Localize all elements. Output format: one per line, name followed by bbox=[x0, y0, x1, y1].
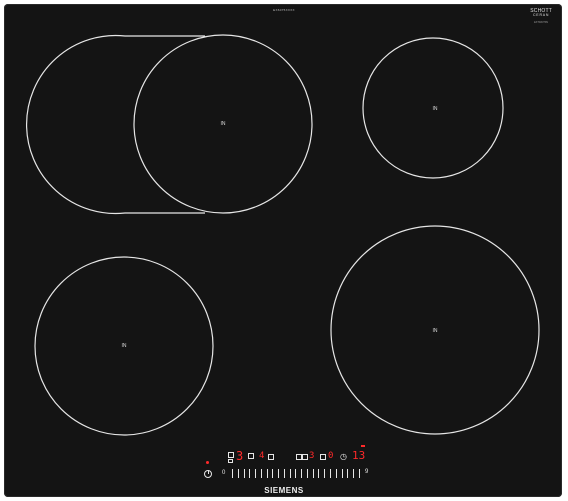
flex-select-icon[interactable] bbox=[228, 459, 233, 463]
flex-zone-outline bbox=[25, 34, 205, 215]
timer-indicator bbox=[361, 445, 365, 447]
lock-icon[interactable] bbox=[320, 454, 326, 460]
front-left-zone-ring bbox=[34, 256, 214, 436]
front-right-zone-label: IN bbox=[432, 328, 438, 334]
rear-right-zone-label: IN bbox=[432, 106, 438, 112]
sensor-icon-2[interactable] bbox=[302, 454, 308, 460]
keep-warm-icon[interactable] bbox=[268, 454, 274, 460]
rear-right-zone-ring bbox=[362, 37, 504, 179]
sensor-icon[interactable] bbox=[296, 454, 302, 460]
timer-clock-icon[interactable]: ◷ bbox=[340, 452, 347, 461]
front-right-zone-ring bbox=[330, 225, 540, 435]
power-button[interactable] bbox=[204, 470, 212, 478]
flex-zone-right-ring bbox=[133, 34, 313, 214]
model-code: EX6075XXXX bbox=[273, 8, 295, 12]
timer-display: 13 bbox=[352, 449, 366, 462]
glass-brand-logo: SCHOTT CERAN EXTRATHIN bbox=[530, 9, 552, 24]
cooktop-glass bbox=[4, 4, 562, 497]
power-level-slider[interactable] bbox=[232, 468, 360, 478]
front-left-zone-label: IN bbox=[121, 343, 127, 349]
slider-max-label: 9 bbox=[365, 469, 369, 475]
flex-zone-left-ring bbox=[25, 34, 205, 215]
zone-select-icon[interactable] bbox=[228, 452, 234, 458]
brand-logo: SIEMENS bbox=[264, 486, 304, 495]
glass-brand-line2: CERAN bbox=[532, 13, 550, 17]
glass-brand-line3: EXTRATHIN bbox=[534, 20, 549, 24]
zone-power-display-left: 3 bbox=[236, 449, 244, 463]
glass-brand-line1: SCHOTT bbox=[530, 8, 552, 14]
slider-min-label: 0 bbox=[222, 470, 226, 476]
boost-icon[interactable] bbox=[248, 453, 254, 459]
flex-zone-label: IN bbox=[220, 121, 226, 127]
power-indicator-dot bbox=[206, 461, 209, 464]
zone-power-display-right-2: 0 bbox=[328, 451, 334, 461]
zone-power-display-right-1: 3 bbox=[309, 451, 315, 461]
zone-power-display-mid: 4 bbox=[259, 451, 265, 461]
